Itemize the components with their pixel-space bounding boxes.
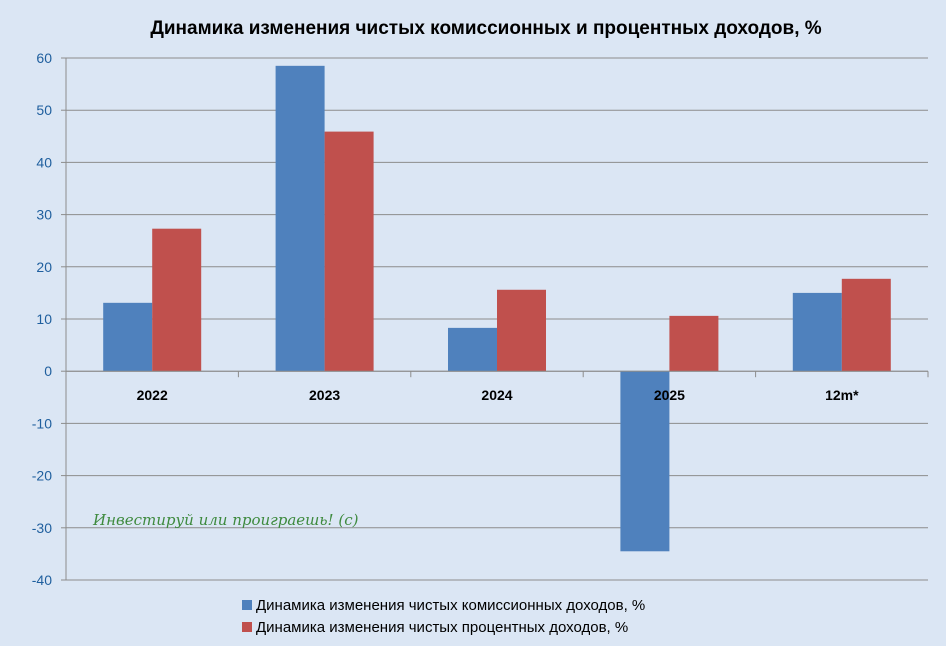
watermark: Инвестируй или проиграешь! (с) [92,511,359,529]
bar-interest-2022 [152,228,202,372]
chart-title: Динамика изменения чистых комиссионных и… [150,18,821,39]
tick-labels: 60 50 40 30 20 10 0 -10 -20 -30 -40 2022 2023 2024 202… [32,50,859,588]
legend: Динамика изменения чистых комиссионных д… [242,597,645,636]
bar-interest-12m* [841,278,891,372]
x-tick-label: 12m* [825,387,859,403]
y-tick-label: 0 [44,363,52,379]
bars [103,65,891,552]
y-tick-label: 60 [36,50,52,66]
y-tick-label: 50 [36,102,52,118]
bar-commission-2024 [448,327,497,372]
y-tick-label: -10 [32,415,52,431]
y-tick-label: -30 [32,520,52,536]
y-tick-label: -20 [32,468,52,484]
bar-interest-2023 [324,131,374,372]
legend-label: Динамика изменения чистых комиссионных д… [256,597,645,614]
bar-commission-2022 [103,302,153,372]
bar-commission-12m* [792,292,842,372]
x-tick-label: 2022 [137,387,168,403]
bar-commission-2025 [620,371,670,552]
legend-label: Динамика изменения чистых процентных дох… [256,619,628,636]
y-tick-label: 20 [36,259,52,275]
x-tick-label: 2024 [481,387,512,403]
bar-interest-2025 [669,315,719,372]
bar-commission-2023 [275,65,325,372]
bar-interest-2024 [497,289,546,372]
legend-swatch [242,622,252,632]
y-tick-label: 30 [36,207,52,223]
y-tick-label: -40 [32,572,52,588]
y-tick-label: 40 [36,154,52,170]
axes [61,57,929,581]
legend-swatch [242,600,252,610]
x-tick-label: 2025 [654,387,685,403]
x-tick-label: 2023 [309,387,340,403]
y-tick-label: 10 [36,311,52,327]
